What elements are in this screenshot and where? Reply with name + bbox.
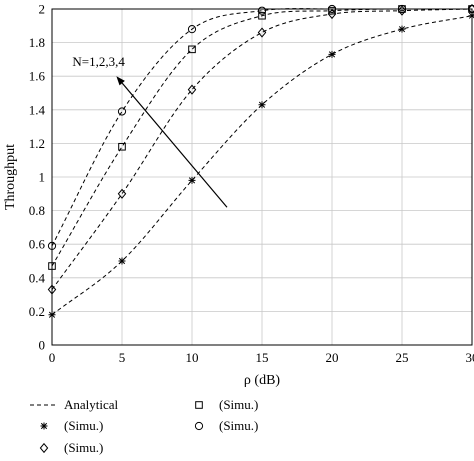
legend-circle-marker (194, 421, 204, 431)
legend-star-marker (40, 422, 48, 430)
legend-item: (Simu.) (195, 397, 258, 412)
y-tick-label: 1 (39, 170, 46, 185)
diamond-marker (257, 27, 267, 38)
x-tick-label: 0 (49, 350, 56, 365)
legend-diamond-marker (39, 442, 49, 454)
star-marker (468, 12, 474, 20)
y-tick-label: 0 (39, 338, 46, 353)
square-marker (188, 45, 196, 54)
legend-item: (Simu.) (194, 418, 258, 433)
square-marker (258, 11, 266, 20)
y-tick-label: 0.2 (29, 304, 45, 319)
legend-label: (Simu.) (219, 397, 258, 412)
x-axis-label: ρ (dB) (244, 373, 280, 388)
legend-label: (Simu.) (64, 440, 103, 455)
y-tick-label: 0.6 (29, 237, 46, 252)
analytical-curve-diamond (51, 8, 473, 290)
x-tick-label: 30 (466, 350, 474, 365)
diamond-marker (187, 84, 197, 95)
star-marker (328, 50, 336, 58)
legend-item: (Simu.) (39, 440, 103, 455)
y-tick-label: 1.2 (29, 136, 45, 151)
x-tick-label: 15 (256, 350, 269, 365)
analytical-curve-circle (51, 8, 472, 247)
star-marker (118, 257, 126, 265)
star-marker (188, 176, 196, 184)
y-tick-label: 0.4 (29, 270, 46, 285)
x-tick-label: 20 (326, 350, 339, 365)
y-axis-label: Throughput (3, 144, 18, 210)
y-tick-label: 1.4 (29, 102, 46, 117)
circle-marker (187, 25, 197, 34)
axis-ticks: 0 5 10 15 20 25 30 0 0.2 0.4 0.6 0.8 1 1.2 1.4 1.6 1.8 2 (29, 2, 474, 366)
star-marker (398, 25, 406, 33)
legend-label: Analytical (64, 397, 119, 412)
square-marker (118, 142, 126, 151)
circle-marker (257, 6, 267, 15)
star-marker (258, 101, 266, 109)
diamond-marker (117, 188, 127, 199)
legend-item: Analytical (30, 397, 119, 412)
y-tick-label: 2 (39, 2, 46, 17)
annotation: N=1,2,3,4 (72, 54, 228, 208)
annotation-arrow (121, 82, 228, 208)
x-tick-label: 10 (186, 350, 199, 365)
y-tick-label: 1.6 (29, 69, 46, 84)
legend-square-marker (195, 401, 203, 409)
x-tick-label: 5 (119, 350, 126, 365)
annotation-label: N=1,2,3,4 (72, 54, 125, 69)
x-tick-label: 25 (396, 350, 409, 365)
annotation-arrowhead (116, 76, 125, 86)
analytical-curve-star (51, 15, 473, 316)
plot-frame (51, 8, 473, 346)
diamond-marker (327, 8, 337, 20)
y-tick-label: 1.8 (29, 35, 45, 50)
legend: Analytical (Simu.) (Simu.) (Simu.) (Simu.) (30, 397, 258, 455)
circle-marker (117, 107, 127, 116)
legend-label: (Simu.) (219, 418, 258, 433)
legend-item: (Simu.) (40, 418, 103, 433)
y-tick-label: 0.8 (29, 203, 45, 218)
legend-label: (Simu.) (64, 418, 103, 433)
